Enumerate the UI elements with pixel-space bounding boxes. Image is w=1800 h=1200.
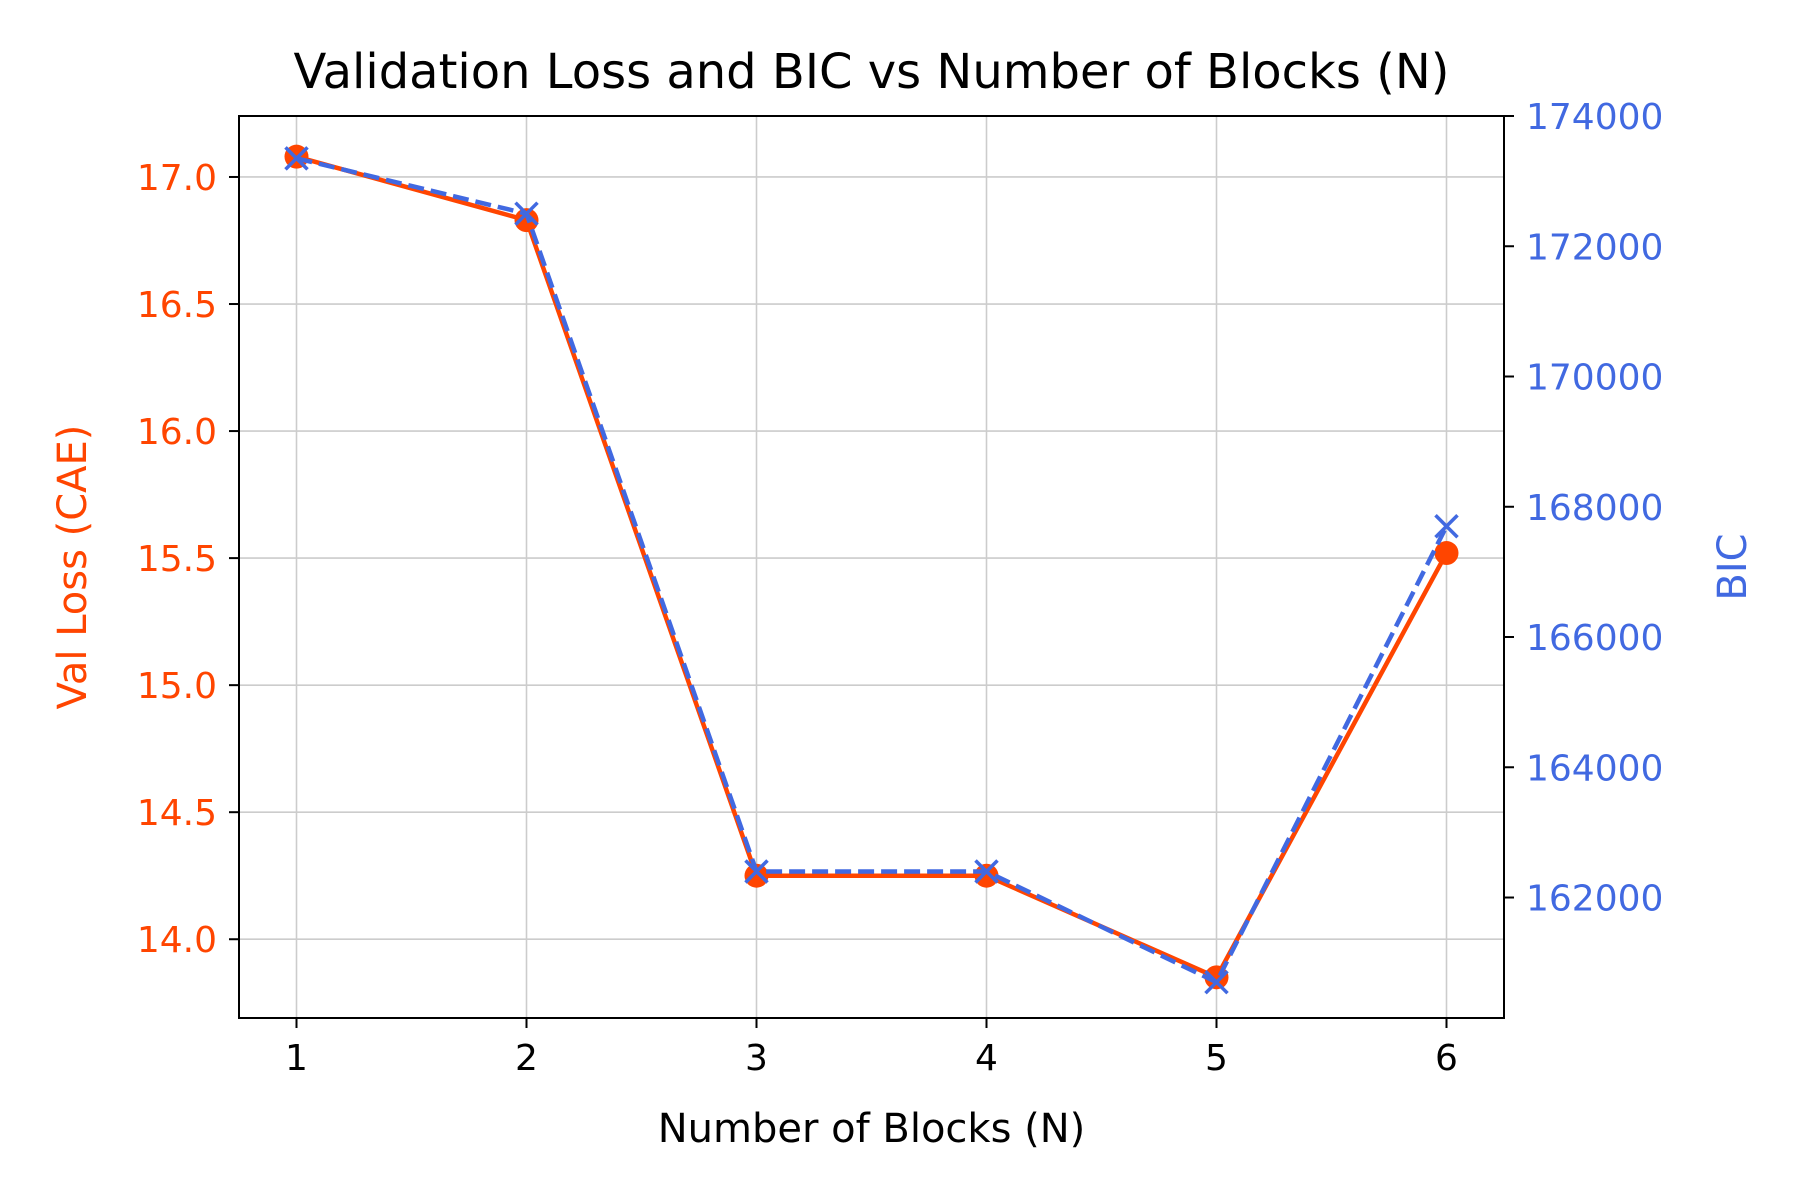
x-tick-label: 2 [515,1038,538,1079]
series-layer [284,144,1459,995]
y-right-tick-label: 164000 [1526,748,1663,789]
plot-frame [238,115,1505,1019]
series-line-bic [295,156,1449,985]
bic-point [284,146,309,171]
y-right-tick-label: 162000 [1526,879,1663,920]
y-left-tick-label: 14.5 [137,793,217,834]
y-right-tick-label: 166000 [1526,618,1663,659]
y-right-axis-label: BIC [1710,533,1756,600]
series-line-val-loss [295,154,1449,980]
chart-title: Validation Loss and BIC vs Number of Blo… [294,44,1450,100]
y-left-tick-label: 16.0 [137,412,217,453]
grid-layer [239,116,1504,1018]
bic-point [974,859,999,884]
y-left-tick-label: 15.5 [137,539,217,580]
x-tick-label: 6 [1435,1038,1458,1079]
y-left-tick-label: 17.0 [137,158,217,199]
x-tick-label: 4 [975,1038,998,1079]
y-right-tick-label: 170000 [1526,358,1663,399]
y-left-tick-label: 16.5 [137,285,217,326]
x-tick-label: 5 [1205,1038,1228,1079]
x-tick-label: 3 [745,1038,768,1079]
y-left-tick-label: 14.0 [137,920,217,961]
y-right-tick-label: 172000 [1526,227,1663,268]
axis-layer: 1 2 3 4 5 6 14.0 14.5 15.0 15.5 16.0 16.5 17.0 162000… [137,97,1664,1079]
y-left-tick-label: 15.0 [137,666,217,707]
y-right-tick-label: 174000 [1526,97,1663,138]
y-left-axis-label: Val Loss (CAE) [50,425,96,710]
val-loss-point [974,863,999,888]
bic-point [1434,514,1459,539]
val-loss-point [744,863,769,888]
y-right-tick-label: 168000 [1526,488,1663,529]
x-tick-label: 1 [285,1038,308,1079]
x-axis-label: Number of Blocks (N) [658,1106,1086,1152]
bic-point [514,201,539,226]
val-loss-point [1434,541,1459,566]
bic-point [1204,969,1229,995]
bic-point [744,859,769,884]
